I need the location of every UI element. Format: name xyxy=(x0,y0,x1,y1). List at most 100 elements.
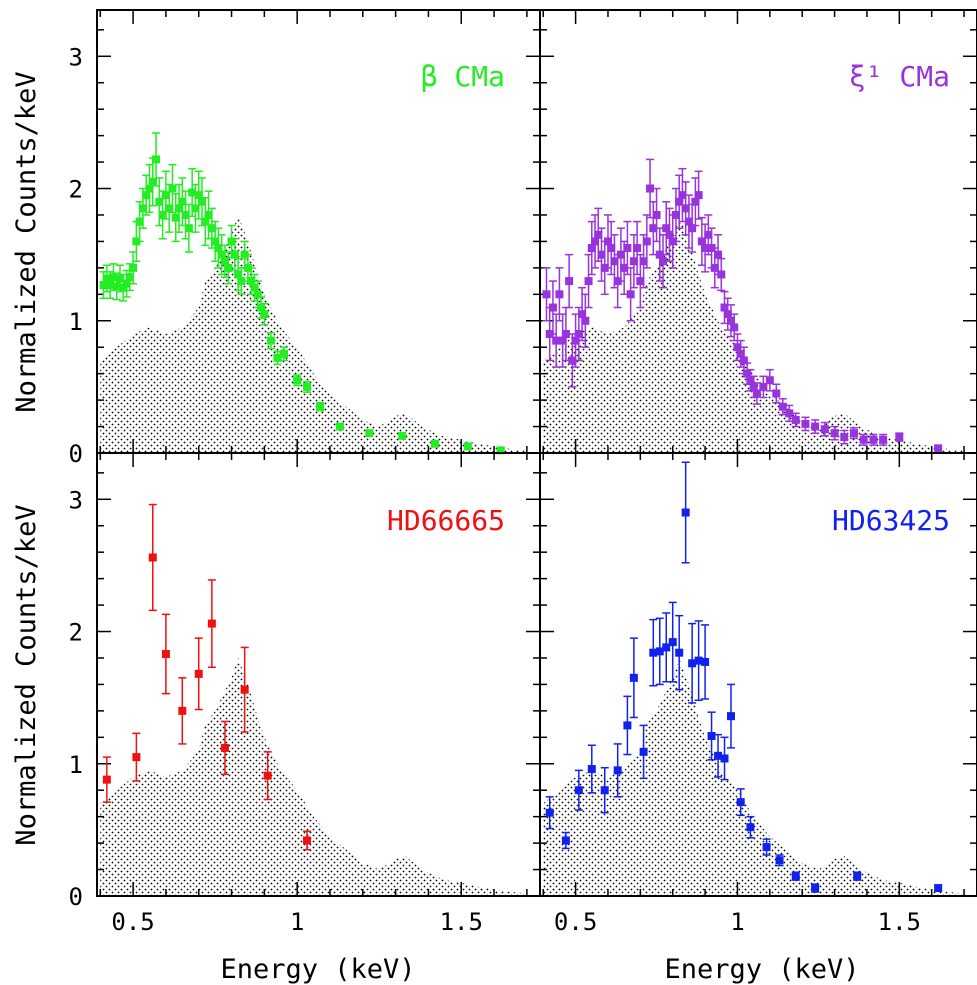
data-point xyxy=(646,184,655,193)
data-point xyxy=(574,329,583,338)
data-point xyxy=(765,376,774,385)
data-point xyxy=(681,204,690,213)
data-point xyxy=(720,754,729,763)
data-point xyxy=(629,673,638,682)
data-point xyxy=(125,273,134,282)
data-point xyxy=(365,429,374,438)
y-tick-label-3: 3 xyxy=(69,486,83,514)
data-point xyxy=(717,270,726,279)
data-point xyxy=(849,429,858,438)
data-point xyxy=(859,435,868,444)
data-point xyxy=(723,310,732,319)
data-point xyxy=(610,257,619,266)
x-tick-label-1-5: 1.5 xyxy=(440,908,483,936)
model-spectrum-area xyxy=(543,215,965,453)
data-point xyxy=(694,191,703,200)
data-point xyxy=(743,369,752,378)
data-point xyxy=(895,433,904,442)
data-point xyxy=(587,244,596,253)
data-point xyxy=(688,659,697,668)
data-point xyxy=(220,257,229,266)
data-point xyxy=(726,316,735,325)
data-point xyxy=(230,250,239,259)
data-point xyxy=(558,336,567,345)
data-point xyxy=(811,884,820,893)
data-point xyxy=(175,204,184,213)
data-point xyxy=(303,836,312,845)
data-point xyxy=(184,224,193,233)
data-point xyxy=(335,422,344,431)
data-point xyxy=(707,731,716,740)
panel-xi1-cma: ξ¹ CMa xyxy=(539,9,977,454)
data-point xyxy=(204,210,213,219)
data-point xyxy=(145,184,154,193)
data-point xyxy=(671,210,680,219)
y-tick-label-2: 2 xyxy=(69,619,83,647)
data-point xyxy=(240,685,249,694)
data-point xyxy=(253,290,262,299)
panel-label-hd66665: HD66665 xyxy=(387,504,505,537)
data-point xyxy=(112,282,121,291)
data-point xyxy=(135,217,144,226)
x-tick-label-1-5: 1.5 xyxy=(878,908,921,936)
data-point xyxy=(785,409,794,418)
panel-label-cma: ξ¹ CMa xyxy=(849,60,950,93)
data-point xyxy=(704,230,713,239)
x-tick-label-1: 1 xyxy=(730,908,744,936)
data-point xyxy=(247,277,256,286)
data-point xyxy=(591,237,600,246)
data-point xyxy=(545,808,554,817)
data-point xyxy=(155,197,164,206)
data-point xyxy=(811,422,820,431)
data-point xyxy=(398,431,407,440)
data-point xyxy=(626,290,635,299)
data-point xyxy=(463,442,472,451)
data-point xyxy=(555,290,564,299)
data-point xyxy=(257,303,266,312)
data-point xyxy=(237,277,246,286)
data-point xyxy=(739,356,748,365)
data-point xyxy=(820,425,829,434)
data-point xyxy=(746,823,755,832)
data-point xyxy=(250,283,259,292)
data-point xyxy=(194,191,203,200)
data-point xyxy=(730,323,739,332)
data-point xyxy=(762,843,771,852)
data-point xyxy=(616,250,625,259)
data-point xyxy=(701,244,710,253)
data-point xyxy=(561,836,570,845)
data-point xyxy=(675,648,684,657)
y-axis-title-bottom: Normalized Counts/keV xyxy=(11,504,42,845)
data-point xyxy=(772,389,781,398)
data-point xyxy=(217,250,226,259)
data-point xyxy=(694,656,703,665)
data-point xyxy=(201,217,210,226)
panel-label-cma: β CMa xyxy=(421,60,505,93)
data-point xyxy=(568,356,577,365)
data-point xyxy=(701,657,710,666)
data-point xyxy=(879,435,888,444)
data-point xyxy=(675,197,684,206)
data-point xyxy=(207,224,216,233)
data-point xyxy=(102,274,111,283)
data-point xyxy=(102,775,111,784)
data-point xyxy=(316,402,325,411)
data-point xyxy=(161,650,170,659)
data-point xyxy=(733,343,742,352)
data-point xyxy=(759,382,768,391)
data-point xyxy=(636,277,645,286)
data-point xyxy=(720,303,729,312)
data-point xyxy=(714,250,723,259)
data-point xyxy=(655,250,664,259)
data-point xyxy=(115,274,124,283)
data-point xyxy=(678,191,687,200)
data-point xyxy=(207,619,216,628)
data-point xyxy=(684,217,693,226)
panel-hd66665: 0.5 1 1.5 0 1 2 3 HD66665 xyxy=(69,452,541,936)
data-point xyxy=(106,281,115,290)
data-point xyxy=(791,872,800,881)
data-point xyxy=(211,237,220,246)
y-tick-label-3: 3 xyxy=(69,43,83,71)
data-point xyxy=(623,244,632,253)
